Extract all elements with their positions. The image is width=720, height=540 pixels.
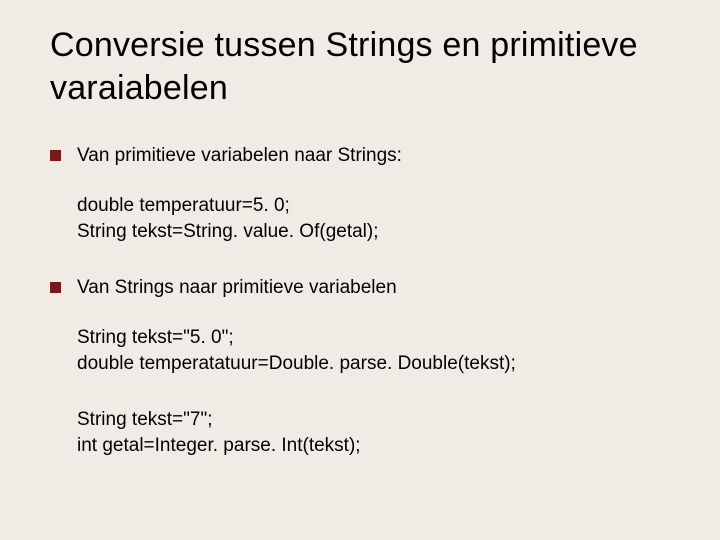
slide-body: Van primitieve variabelen naar Strings: … [50,143,670,459]
slide: Conversie tussen Strings en primitieve v… [0,0,720,540]
code-block: String tekst="7"; int getal=Integer. par… [77,407,670,459]
code-block: double temperatuur=5. 0; String tekst=St… [77,193,670,245]
code-line: String tekst="5. 0"; [77,325,670,351]
code-line: double temperatatuur=Double. parse. Doub… [77,351,670,377]
code-line: double temperatuur=5. 0; [77,193,670,219]
bullet-text: Van Strings naar primitieve variabelen [77,275,670,301]
code-line: int getal=Integer. parse. Int(tekst); [77,433,670,459]
bullet-text: Van primitieve variabelen naar Strings: [77,143,670,169]
bullet-item: Van primitieve variabelen naar Strings: [50,143,670,169]
bullet-square-icon [50,150,61,161]
bullet-item: Van Strings naar primitieve variabelen [50,275,670,301]
code-line: String tekst=String. value. Of(getal); [77,219,670,245]
slide-title: Conversie tussen Strings en primitieve v… [50,24,670,109]
bullet-square-icon [50,282,61,293]
code-line: String tekst="7"; [77,407,670,433]
code-block: String tekst="5. 0"; double temperatatuu… [77,325,670,377]
